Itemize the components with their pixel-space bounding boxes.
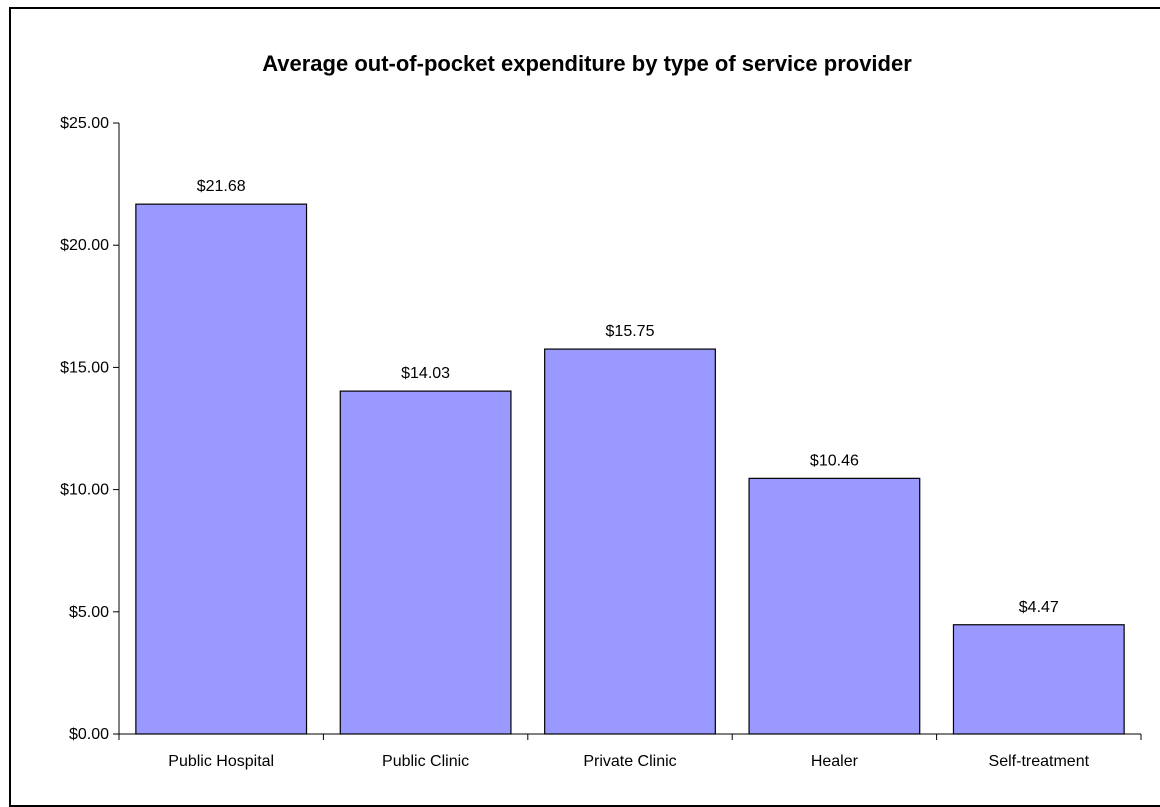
data-label: $10.46 [810,452,859,469]
x-tick-label: Healer [811,753,859,770]
y-tick-label: $15.00 [60,359,109,376]
bar-chart: Average out-of-pocket expenditure by typ… [60,51,1142,770]
y-tick-label: $5.00 [69,604,109,621]
x-tick-label: Self-treatment [989,753,1090,770]
y-tick-label: $20.00 [60,237,109,254]
y-tick-label: $25.00 [60,115,109,132]
bar-public-clinic [339,390,512,735]
data-label: $21.68 [197,178,246,195]
x-tick-label: Private Clinic [583,753,676,770]
bar-private-clinic [544,348,716,735]
bar-public-hospital [135,203,308,735]
y-axis: $0.00 $5.00 $10.00 $15.00 $20.00 $25.00 [60,115,120,743]
chart-title: Average out-of-pocket expenditure by typ… [262,51,912,76]
bars [135,203,1125,735]
chart-frame: Average out-of-pocket expenditure by typ… [9,7,1160,807]
x-tick-label: Public Hospital [168,753,274,770]
x-tick-label: Public Clinic [382,753,469,770]
data-label: $4.47 [1019,599,1059,616]
bar-self-treatment [952,624,1125,735]
x-axis: Public Hospital Public Clinic Private Clin… [118,733,1142,770]
data-label: $15.75 [606,323,655,340]
data-labels: $21.68 $14.03 $15.75 $10.46 $4.47 [197,178,1059,616]
bar-healer [748,477,921,735]
y-tick-label: $10.00 [60,482,109,499]
data-label: $14.03 [401,365,450,382]
y-tick-label: $0.00 [69,726,109,743]
